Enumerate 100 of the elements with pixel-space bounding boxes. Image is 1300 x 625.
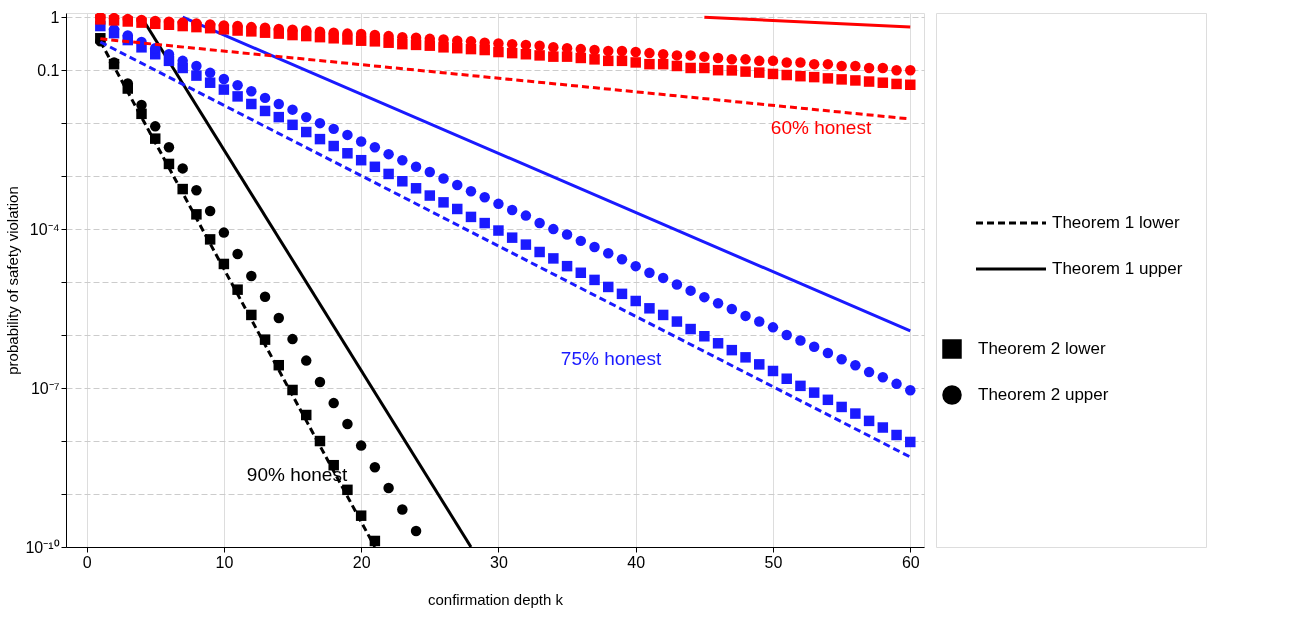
point — [493, 46, 504, 58]
point — [259, 334, 271, 345]
point — [657, 48, 669, 60]
point — [877, 422, 889, 433]
y-axis-title: probability of safety violation — [4, 186, 22, 375]
point — [712, 297, 724, 309]
point — [740, 66, 751, 77]
point — [836, 60, 847, 72]
legend-label: Theorem 2 upper — [978, 385, 1109, 404]
point — [204, 234, 216, 245]
point — [767, 365, 779, 377]
point — [424, 190, 436, 201]
point — [808, 387, 820, 398]
y-tick-label: 10⁻⁴ — [29, 220, 60, 238]
point — [218, 84, 230, 95]
point — [616, 45, 628, 57]
point — [754, 67, 765, 78]
point — [342, 418, 353, 430]
x-axis-title: confirmation depth k — [427, 590, 564, 608]
point — [575, 235, 587, 247]
point — [657, 272, 669, 284]
point — [699, 51, 710, 62]
point — [589, 54, 600, 65]
point — [355, 440, 367, 451]
annotation: 90% honest — [246, 464, 348, 485]
point — [328, 123, 339, 135]
point — [781, 373, 792, 384]
point — [808, 58, 820, 70]
point — [520, 239, 532, 250]
point — [383, 168, 394, 180]
y-tick-label: 10⁻⁷ — [30, 379, 60, 397]
point — [863, 366, 875, 378]
point — [369, 161, 381, 173]
point — [644, 47, 655, 59]
point — [301, 409, 312, 421]
point — [548, 223, 559, 235]
point — [781, 69, 792, 81]
point — [850, 408, 861, 419]
point — [232, 79, 243, 91]
point — [891, 64, 902, 76]
point — [287, 384, 298, 396]
point — [246, 98, 257, 110]
point — [328, 140, 339, 152]
point — [616, 55, 628, 67]
point — [795, 335, 806, 346]
point — [534, 50, 545, 61]
point — [493, 225, 504, 236]
point — [218, 227, 230, 238]
point — [191, 209, 202, 220]
annotation: 75% honest — [560, 348, 662, 369]
point — [301, 355, 312, 366]
point — [891, 429, 902, 441]
point — [644, 58, 655, 70]
point — [273, 98, 285, 110]
point — [630, 46, 641, 58]
x-tick-label: 20 — [352, 553, 371, 571]
legend-label: Theorem 2 lower — [978, 339, 1106, 358]
point — [822, 58, 834, 70]
point — [410, 525, 422, 537]
point — [795, 57, 806, 68]
point — [630, 57, 641, 68]
point — [712, 64, 724, 76]
point — [506, 204, 518, 216]
point — [630, 260, 641, 272]
point — [149, 133, 161, 144]
point — [905, 384, 916, 396]
point — [589, 241, 600, 253]
point — [314, 133, 326, 145]
point — [493, 198, 504, 210]
point — [671, 60, 683, 72]
x-tick-label: 10 — [215, 553, 234, 571]
point — [726, 65, 738, 76]
point — [795, 70, 806, 82]
point — [671, 50, 683, 61]
point — [136, 108, 147, 120]
point — [671, 316, 683, 327]
point — [630, 295, 641, 307]
point — [603, 248, 614, 259]
point — [355, 136, 367, 147]
legend-label: Theorem 1 lower — [1052, 213, 1180, 232]
point — [369, 535, 381, 547]
point — [204, 205, 216, 217]
point — [877, 77, 889, 88]
point — [191, 60, 202, 72]
x-tick-label: 60 — [901, 553, 920, 571]
point — [561, 260, 573, 272]
point — [603, 281, 614, 293]
point — [850, 60, 861, 72]
point — [657, 58, 669, 70]
point — [781, 329, 792, 341]
point — [808, 341, 820, 353]
point — [397, 504, 408, 515]
x-tick-label: 0 — [82, 553, 92, 571]
point — [603, 55, 614, 67]
point — [314, 117, 326, 129]
point — [644, 303, 655, 314]
point — [836, 401, 847, 413]
point — [877, 372, 889, 383]
point — [603, 45, 614, 57]
point — [506, 232, 518, 243]
